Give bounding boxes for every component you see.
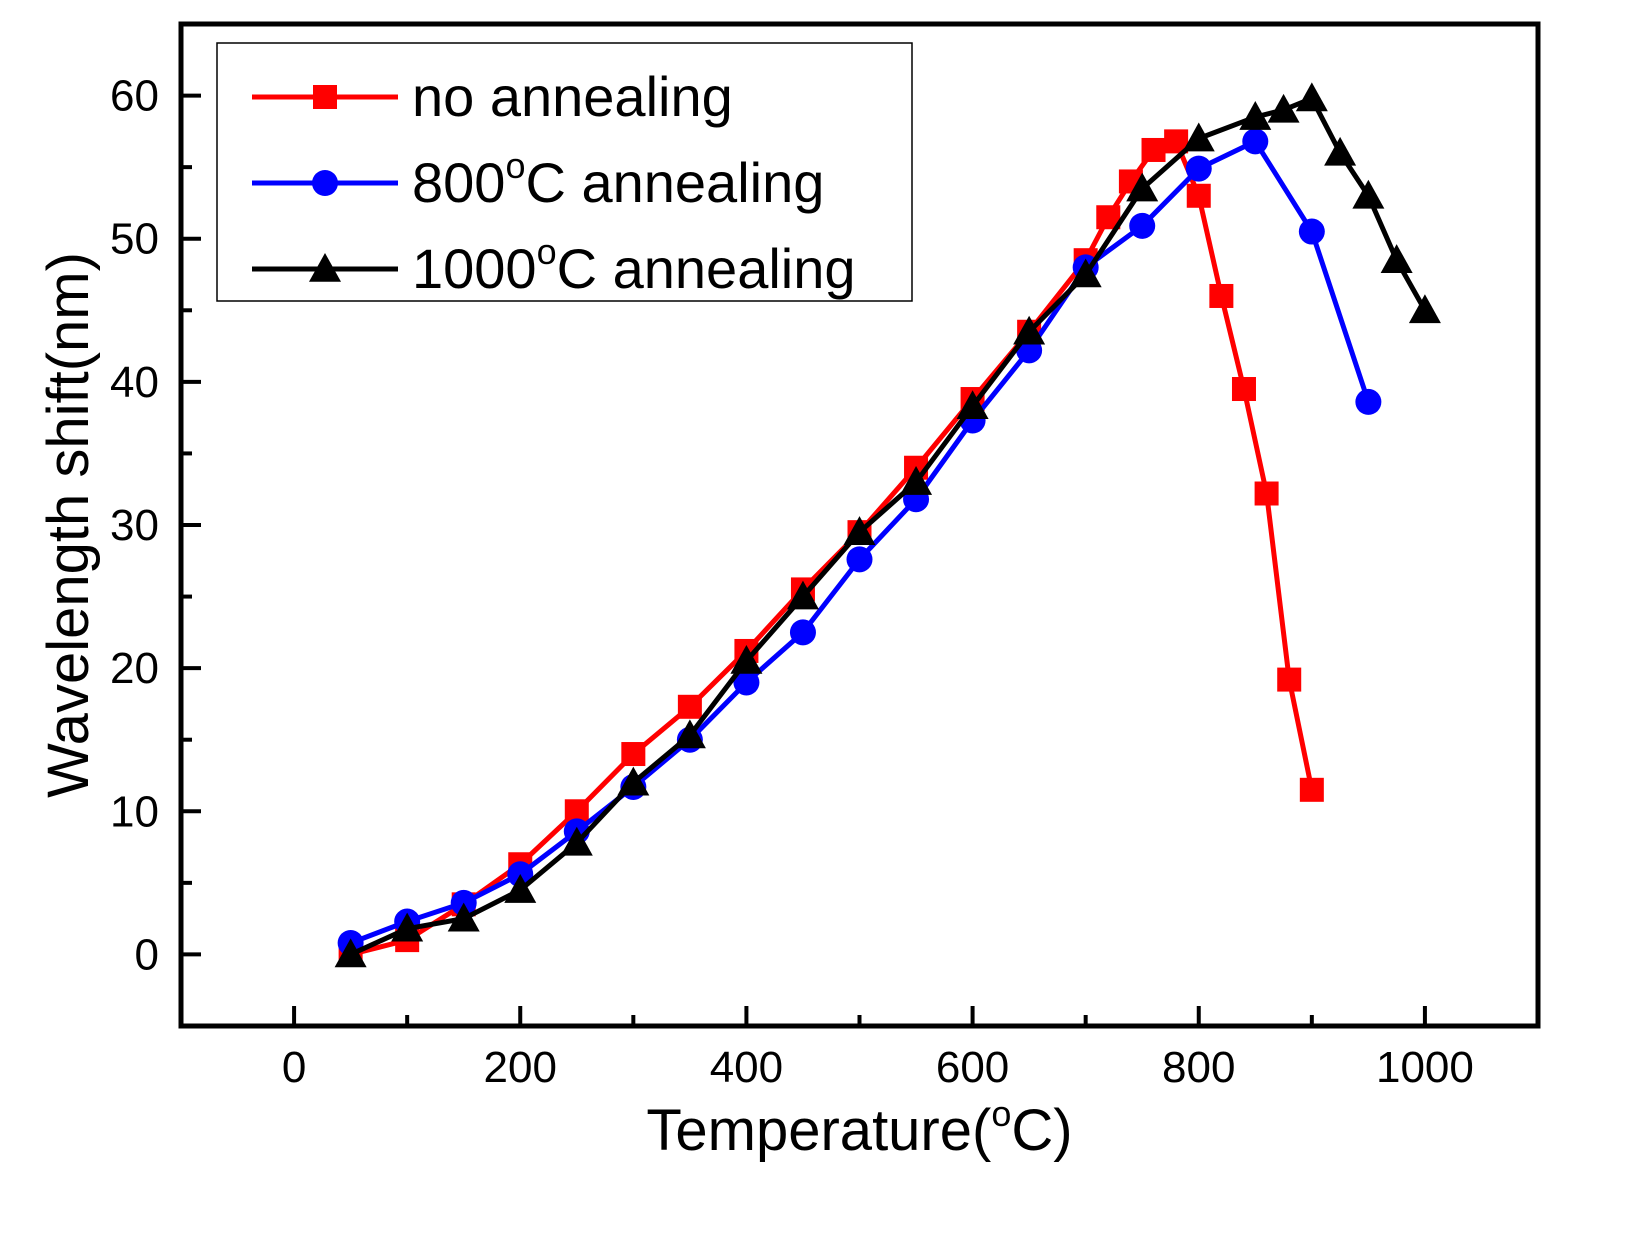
- legend-label: 1000oC annealing: [412, 231, 856, 300]
- x-tick-label: 1000: [1376, 1043, 1474, 1092]
- data-point: [1277, 667, 1302, 692]
- y-tick-label: 10: [110, 787, 159, 836]
- legend-marker: [312, 170, 338, 196]
- legend-label-main: 800: [412, 151, 505, 214]
- data-point: [846, 546, 873, 573]
- legend-entry: 1000oC annealing: [252, 231, 856, 300]
- data-point: [391, 912, 424, 942]
- data-point: [1380, 244, 1413, 273]
- data-point: [733, 669, 760, 696]
- data-point: [956, 390, 989, 419]
- data-point: [677, 694, 702, 719]
- x-tick-label: 200: [484, 1043, 557, 1092]
- data-point: [1185, 155, 1212, 182]
- data-point: [1231, 377, 1256, 402]
- x-axis-title-paren-close: ): [1053, 1098, 1072, 1163]
- x-tick-label: 800: [1162, 1043, 1235, 1092]
- data-point: [1324, 136, 1357, 166]
- data-point: [504, 874, 537, 903]
- x-axis-title: Temperature(oC): [646, 1093, 1072, 1163]
- data-point: [1239, 101, 1272, 130]
- legend-label: 800oC annealing: [412, 145, 824, 214]
- legend-degree-symbol: o: [505, 145, 525, 186]
- legend-label: no annealing: [412, 65, 733, 128]
- x-tick-label: 600: [936, 1043, 1009, 1092]
- x-tick-label: 400: [710, 1043, 783, 1092]
- data-point: [1352, 179, 1385, 209]
- data-point: [1299, 777, 1324, 802]
- data-point: [334, 938, 367, 968]
- data-point: [1182, 122, 1215, 152]
- legend-label-suffix: C annealing: [525, 151, 824, 214]
- y-tick-label: 0: [135, 930, 159, 979]
- x-axis-title-paren-open: (: [972, 1098, 991, 1163]
- x-tick-label: 0: [282, 1043, 306, 1092]
- legend-entry: 800oC annealing: [252, 145, 824, 214]
- x-axis-degree-symbol: o: [991, 1093, 1011, 1134]
- data-point: [1069, 258, 1102, 288]
- data-point: [843, 516, 876, 545]
- legend-marker: [313, 85, 337, 109]
- y-tick-label: 30: [110, 501, 159, 550]
- data-point: [1254, 481, 1279, 506]
- data-point: [1013, 315, 1046, 345]
- data-point: [1209, 283, 1234, 308]
- data-point: [786, 580, 819, 610]
- data-point: [1242, 128, 1269, 155]
- legend-entry: no annealing: [252, 65, 733, 128]
- data-point: [1186, 183, 1211, 208]
- data-point: [789, 619, 816, 646]
- series-group: [334, 82, 1441, 968]
- data-point: [1126, 172, 1159, 202]
- data-point: [1355, 388, 1382, 415]
- legend-degree-symbol: o: [537, 231, 557, 272]
- legend-label-suffix: C annealing: [557, 237, 856, 300]
- data-point: [900, 466, 933, 495]
- data-point: [1141, 137, 1166, 162]
- y-tick-label: 40: [110, 358, 159, 407]
- legend-marker: [309, 253, 341, 282]
- data-point: [730, 644, 763, 674]
- series-triangle: [334, 82, 1441, 968]
- data-point: [1298, 218, 1325, 245]
- data-point: [1129, 212, 1156, 239]
- data-point: [673, 719, 706, 749]
- data-point: [1408, 294, 1441, 324]
- data-point: [1295, 82, 1328, 112]
- data-point: [560, 826, 593, 856]
- x-axis-title-unit: C: [1011, 1098, 1053, 1163]
- legend-label-main: 1000: [412, 237, 537, 300]
- plot-frame: [178, 21, 1541, 1029]
- data-point: [621, 742, 646, 767]
- legend-label-main: no annealing: [412, 65, 733, 128]
- y-tick-label: 60: [110, 72, 159, 121]
- data-point: [447, 902, 480, 932]
- data-point: [617, 766, 650, 796]
- data-point: [1267, 93, 1300, 123]
- y-tick-label: 50: [110, 215, 159, 264]
- y-axis-title: Wavelength shift(nm): [36, 252, 101, 798]
- y-tick-label: 20: [110, 644, 159, 693]
- x-axis-title-label: Temperature: [646, 1098, 972, 1163]
